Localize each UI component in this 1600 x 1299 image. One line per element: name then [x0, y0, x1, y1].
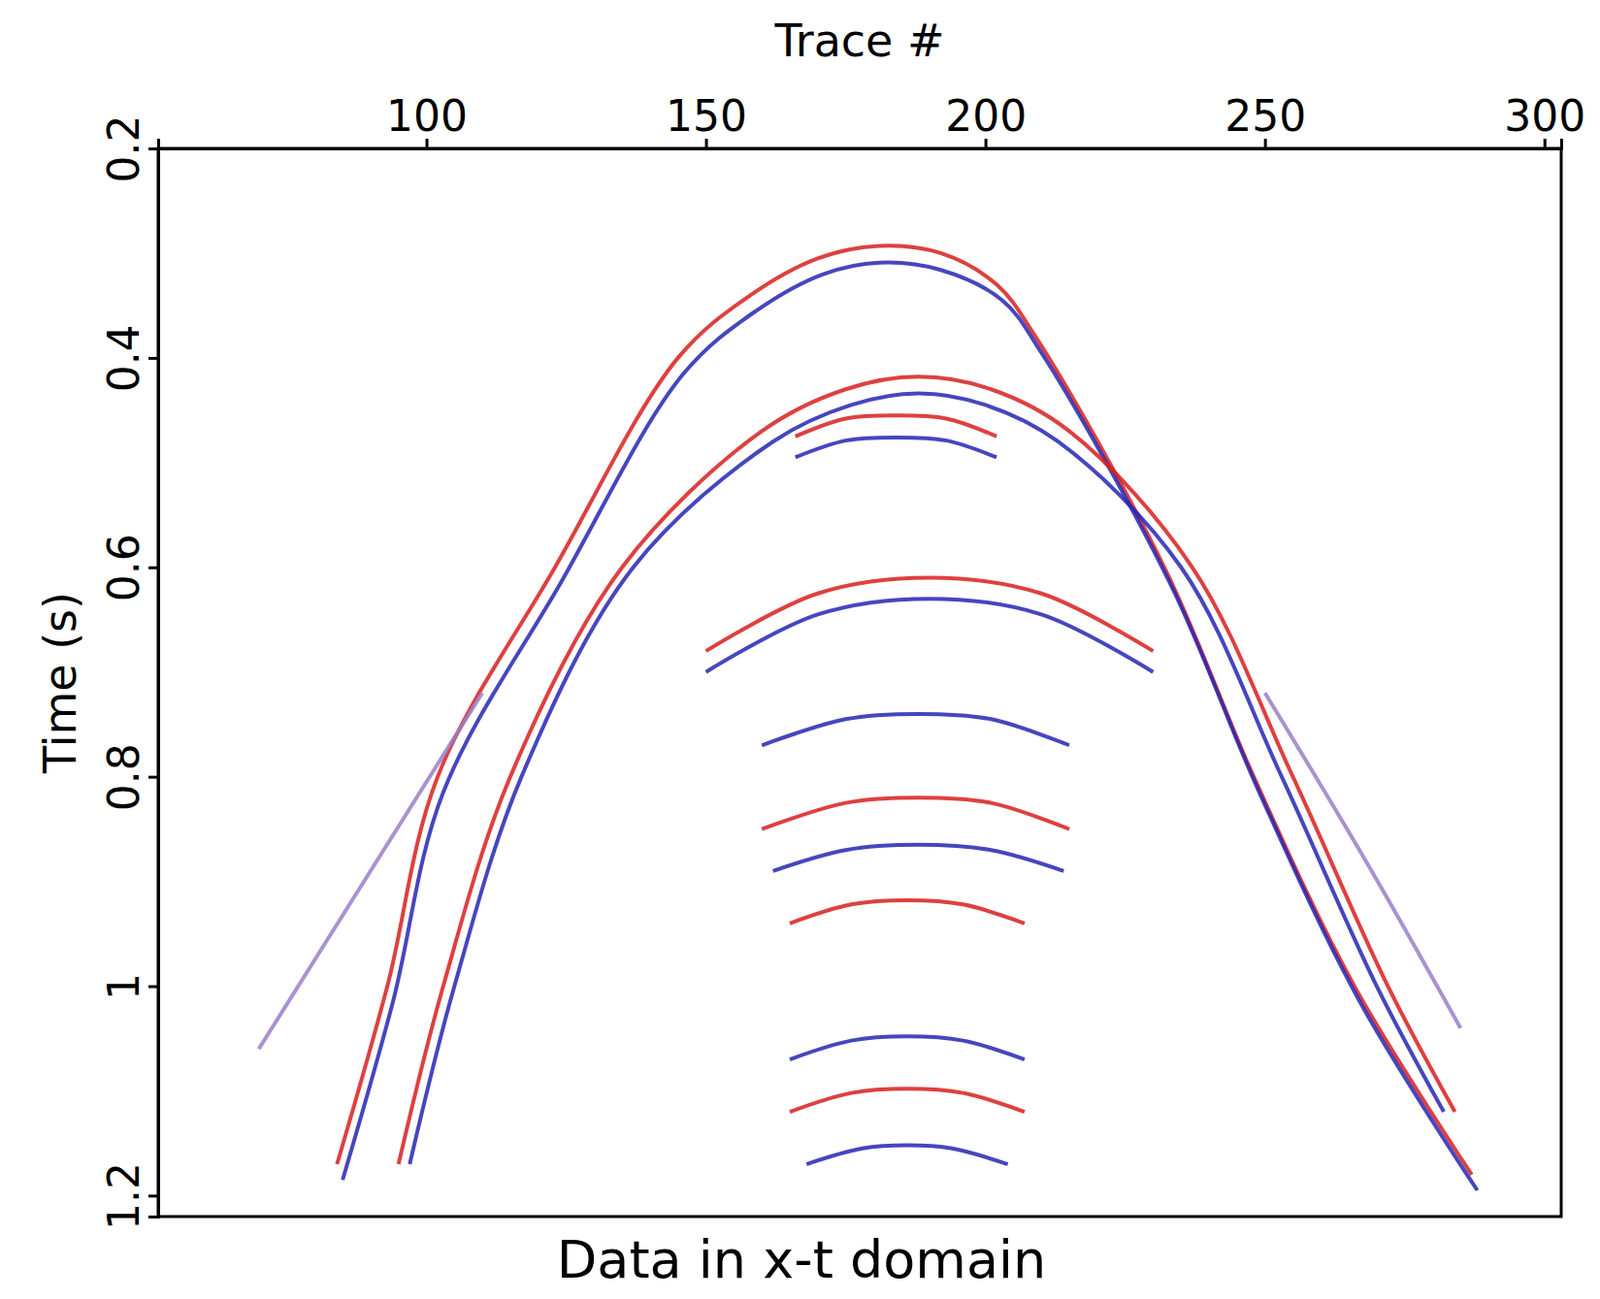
y-tick-mark — [148, 985, 159, 989]
event-line — [761, 714, 1070, 746]
y-tick: 1.2 — [98, 1162, 159, 1231]
x-tick: 300 — [1503, 91, 1586, 149]
x-axis-line — [159, 138, 1563, 150]
x-tick: 100 — [386, 91, 468, 149]
x-tick: 200 — [945, 91, 1027, 149]
y-tick-label: 0.2 — [98, 115, 149, 184]
x-tick: 250 — [1224, 91, 1307, 149]
x-axis: 100 150 200 250 300 — [159, 91, 1587, 150]
event-line — [706, 578, 1154, 653]
event-line — [1265, 692, 1462, 1028]
y-tick-label: 1 — [98, 973, 149, 1001]
y-tick: 0.2 — [98, 115, 159, 184]
event-line — [761, 797, 1070, 829]
y-tick: 0.4 — [98, 324, 159, 392]
event-line — [789, 1088, 1025, 1112]
y-tick-label: 1.2 — [98, 1162, 149, 1231]
x-tick-label: 300 — [1503, 91, 1586, 141]
event-line — [336, 245, 1471, 1176]
y-tick-mark — [148, 147, 159, 151]
y-tick-label: 0.8 — [98, 743, 149, 812]
x-tick-label: 200 — [945, 91, 1027, 141]
event-line — [795, 437, 997, 458]
y-tick-mark — [148, 566, 159, 570]
y-tick: 1 — [98, 973, 159, 1001]
event-line — [259, 692, 483, 1049]
event-line — [806, 1145, 1008, 1165]
event-line — [773, 845, 1065, 872]
y-tick: 0.8 — [98, 743, 159, 812]
y-axis-line — [148, 149, 160, 1218]
x-tick-label: 100 — [386, 91, 468, 141]
y-tick-label: 0.6 — [98, 533, 149, 602]
y-tick-mark — [148, 776, 159, 780]
plot-area: 100 150 200 250 300 0.2 0.4 0.6 0.8 1 1.2 — [98, 91, 1586, 1231]
event-line — [795, 415, 997, 437]
y-axis-title: Time (s) — [33, 591, 87, 775]
event-line — [789, 1036, 1025, 1060]
y-tick-mark — [148, 1194, 159, 1198]
x-tick-label: 150 — [665, 91, 748, 141]
y-tick: 0.6 — [98, 533, 159, 602]
y-axis: 0.2 0.4 0.6 0.8 1 1.2 — [98, 115, 160, 1231]
events — [259, 245, 1478, 1191]
event-line — [409, 393, 1444, 1165]
x-tick: 150 — [665, 91, 748, 149]
plot-frame — [158, 148, 1562, 1217]
x-axis-title: Trace # — [773, 14, 945, 67]
chart-title: Data in x-t domain — [556, 1229, 1047, 1291]
event-line — [706, 598, 1154, 673]
y-tick-mark — [148, 357, 159, 360]
event-line — [398, 376, 1456, 1165]
y-tick-label: 0.4 — [98, 324, 149, 392]
event-line — [789, 900, 1025, 924]
x-tick-label: 250 — [1224, 91, 1307, 141]
chart: 100 150 200 250 300 0.2 0.4 0.6 0.8 1 1.2 Trace # Ti… — [0, 0, 1600, 1299]
event-line — [342, 261, 1477, 1191]
